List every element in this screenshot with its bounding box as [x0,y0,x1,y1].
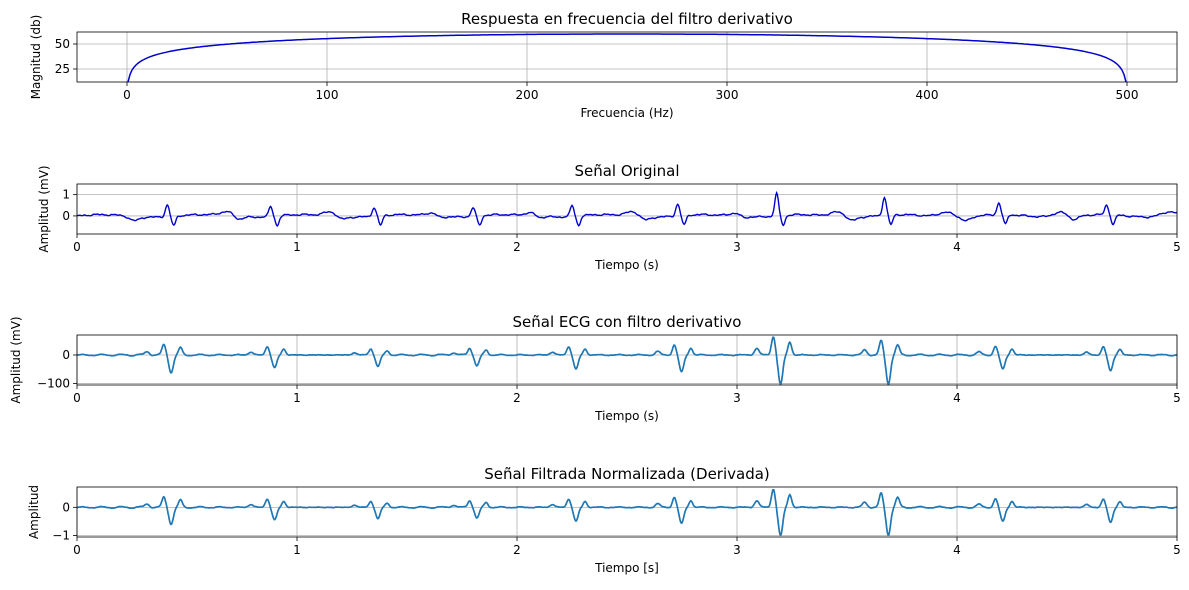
x-tick-label: 4 [953,240,961,254]
y-tick-label: 0 [62,209,70,223]
x-tick-label: 500 [1116,88,1139,102]
x-tick-label: 300 [716,88,739,102]
x-axis-label: Tiempo (s) [594,409,659,423]
y-axis-label: Amplitud [27,485,41,539]
x-tick-label: 1 [293,391,301,405]
y-tick-label: 25 [55,62,70,76]
x-tick-label: 3 [733,391,741,405]
x-tick-label: 2 [513,543,521,557]
x-tick-label: 5 [1173,240,1181,254]
subplot-2: 0 1 2 3 4 5 0 1 Señal Original Tiempo (s) Amplitud… [37,162,1181,272]
x-tick-label: 0 [123,88,131,102]
x-tick-label: 0 [73,543,81,557]
y-tick-label: 1 [62,188,70,202]
x-tick-label: 0 [73,391,81,405]
x-tick-label: 1 [293,240,301,254]
chart-title: Señal ECG con filtro derivativo [513,313,742,331]
y-tick-label: −100 [37,377,70,391]
series-line [77,488,1177,537]
x-axis-label: Frecuencia (Hz) [580,106,673,120]
x-axis-label: Tiempo (s) [594,258,659,272]
x-tick-label: 0 [73,240,81,254]
y-tick-label: 0 [62,500,70,514]
axes-frame [76,334,1178,386]
chart-title: Señal Filtrada Normalizada (Derivada) [484,465,770,483]
x-tick-label: 2 [513,240,521,254]
chart-title: Señal Original [574,162,679,180]
y-axis-label: Magnitud (db) [29,15,43,100]
y-axis-label: Amplitud (mV) [37,165,51,252]
y-axis-label: Amplitud (mV) [9,316,23,403]
series-line [77,190,1177,227]
x-tick-label: 3 [733,240,741,254]
y-tick-label: −1 [52,529,70,543]
x-tick-label: 5 [1173,543,1181,557]
y-tick-label: 0 [62,348,70,362]
axes-frame [76,486,1178,538]
x-tick-label: 4 [953,391,961,405]
x-tick-label: 5 [1173,391,1181,405]
x-tick-label: 100 [316,88,339,102]
axes-frame [76,183,1178,235]
y-tick-label: 50 [55,37,70,51]
chart-title: Respuesta en frecuencia del filtro deriv… [461,10,793,28]
axes-frame [76,31,1178,83]
series-line [127,33,1127,82]
series-line [77,336,1177,385]
x-tick-label: 4 [953,543,961,557]
subplot-1: 0 100 200 300 400 500 25 50 Respuesta en frecuen… [29,10,1178,120]
x-axis-label: Tiempo [s] [594,561,659,575]
x-tick-label: 400 [916,88,939,102]
x-tick-label: 3 [733,543,741,557]
x-tick-label: 200 [516,88,539,102]
x-tick-label: 2 [513,391,521,405]
x-tick-label: 1 [293,543,301,557]
